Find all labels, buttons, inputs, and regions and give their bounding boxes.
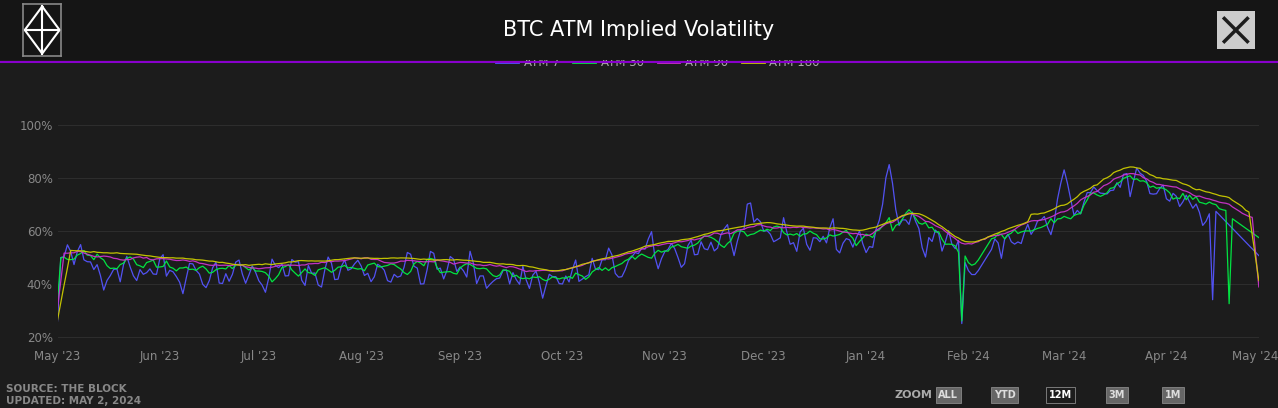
ATM 30 — [1082, 191, 1098, 195]
ATM 30 — [1251, 235, 1266, 240]
Line: ATM 30: ATM 30 — [58, 176, 1259, 321]
ATM 180 — [380, 256, 395, 261]
Text: ALL: ALL — [938, 390, 958, 400]
ATM 180 — [528, 266, 543, 271]
ATM 7 — [50, 319, 65, 324]
ATM 90 — [50, 305, 65, 310]
Text: 1M: 1M — [1166, 390, 1181, 400]
ATM 7 — [955, 321, 970, 326]
ATM 90 — [528, 268, 543, 273]
Text: ZOOM: ZOOM — [895, 390, 933, 400]
ATM 30 — [535, 277, 551, 282]
ATM 90 — [380, 260, 395, 265]
Circle shape — [1218, 11, 1254, 49]
ATM 30 — [50, 299, 65, 304]
ATM 7 — [1251, 253, 1266, 258]
ATM 7 — [304, 271, 320, 276]
ATM 180 — [1122, 164, 1137, 169]
ATM 180 — [1199, 189, 1214, 194]
ATM 180 — [535, 267, 551, 272]
Text: 3M: 3M — [1109, 390, 1125, 400]
ATM 30 — [955, 319, 970, 324]
ATM 7 — [1086, 184, 1102, 189]
Legend: ATM 7, ATM 30, ATM 90, ATM 180: ATM 7, ATM 30, ATM 90, ATM 180 — [492, 51, 824, 73]
Text: SOURCE: THE BLOCK
UPDATED: MAY 2, 2024: SOURCE: THE BLOCK UPDATED: MAY 2, 2024 — [6, 384, 142, 406]
ATM 90 — [1251, 284, 1266, 289]
ATM 90 — [1199, 196, 1214, 201]
ATM 90 — [304, 262, 320, 266]
Line: ATM 90: ATM 90 — [58, 173, 1259, 308]
ATM 180 — [1251, 278, 1266, 283]
Text: BTC ATM Implied Volatility: BTC ATM Implied Volatility — [504, 20, 774, 40]
ATM 30 — [304, 271, 320, 276]
ATM 7 — [882, 162, 897, 167]
ATM 90 — [1080, 194, 1095, 199]
ATM 7 — [535, 296, 551, 301]
ATM 90 — [1122, 171, 1137, 176]
ATM 90 — [535, 268, 551, 273]
ATM 30 — [380, 263, 395, 268]
ATM 30 — [1201, 200, 1217, 204]
ATM 180 — [304, 258, 320, 263]
ATM 7 — [1201, 211, 1217, 216]
ATM 30 — [528, 275, 543, 280]
ATM 180 — [50, 317, 65, 322]
Line: ATM 7: ATM 7 — [58, 164, 1259, 324]
ATM 7 — [528, 269, 543, 274]
ATM 30 — [1122, 173, 1137, 178]
ATM 180 — [1080, 187, 1095, 192]
Text: 12M: 12M — [1049, 390, 1072, 400]
Line: ATM 180: ATM 180 — [58, 167, 1259, 320]
ATM 7 — [380, 278, 395, 283]
Text: YTD: YTD — [993, 390, 1016, 400]
